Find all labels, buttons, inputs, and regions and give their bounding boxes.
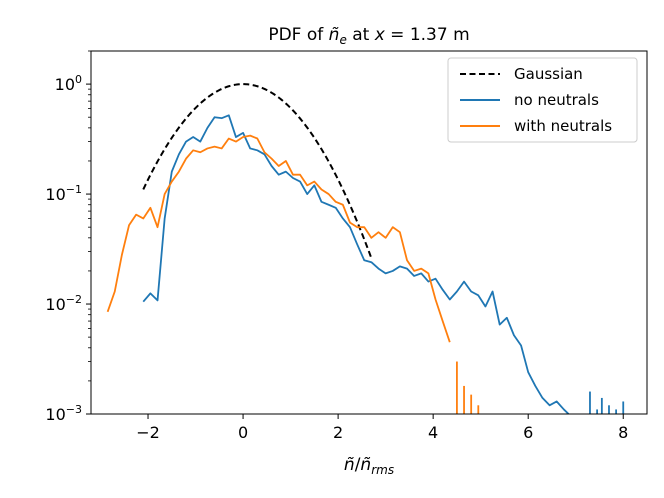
legend-label: no neutrals <box>514 91 599 109</box>
legend: Gaussian no neutrals with neutrals <box>447 57 638 143</box>
series-line <box>142 114 570 414</box>
x-tick-label: 8 <box>618 423 628 442</box>
legend-label: Gaussian <box>514 65 583 83</box>
series-line <box>106 134 451 343</box>
plot-frame <box>90 50 648 415</box>
y-tick-label: 100 <box>55 73 82 94</box>
y-tick-label: 10−2 <box>45 293 82 314</box>
x-tick-label: −2 <box>136 423 160 442</box>
x-tick-label: 4 <box>428 423 438 442</box>
legend-box <box>447 57 638 143</box>
y-tick-label: 10−1 <box>45 183 82 204</box>
y-tick-label: 10−3 <box>45 403 82 424</box>
series-line <box>142 83 373 259</box>
legend-label: with neutrals <box>514 117 612 135</box>
chart-title: PDF of ñe at x = 1.37 m <box>268 25 469 47</box>
x-axis-label: ñ/ñrms <box>344 455 394 477</box>
x-tick-label: 0 <box>238 423 248 442</box>
x-tick-label: 2 <box>333 423 343 442</box>
x-tick-label: 6 <box>523 423 533 442</box>
